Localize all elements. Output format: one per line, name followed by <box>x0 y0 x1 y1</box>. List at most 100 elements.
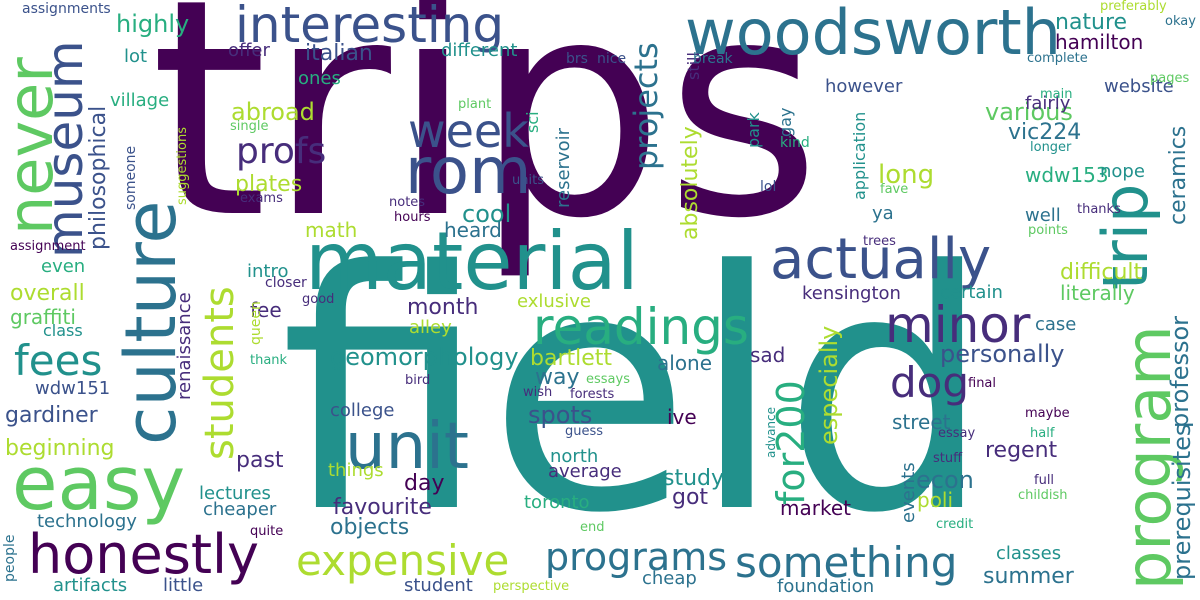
word-however: however <box>825 78 902 96</box>
word-literally: literally <box>1060 283 1135 303</box>
word-hours: hours <box>394 211 431 224</box>
word-pages: pages <box>1150 72 1189 85</box>
word-single: single <box>230 120 269 133</box>
word-ive: ive <box>667 407 697 427</box>
word-classes: classes <box>996 545 1061 563</box>
word-thanks: thanks <box>1077 203 1121 216</box>
word-objects: objects <box>330 517 409 539</box>
word-poli: poli <box>917 490 953 510</box>
word-longer: longer <box>1030 141 1071 154</box>
word-preferably: preferably <box>1100 0 1167 13</box>
word-day: day <box>404 473 444 495</box>
word-heard: heard <box>444 220 502 240</box>
word-wish: wish <box>523 386 552 399</box>
word-points: points <box>1028 224 1068 237</box>
word-museum: museum <box>40 40 90 258</box>
word-plant: plant <box>458 98 491 111</box>
word-foundation: foundation <box>777 578 874 596</box>
word-offer: offer <box>228 42 270 60</box>
word-essays: essays <box>586 373 630 386</box>
word-even: even <box>41 258 85 276</box>
word-hamilton: hamilton <box>1055 32 1143 52</box>
word-assignments: assignments <box>22 2 111 16</box>
word-people: people <box>3 535 17 582</box>
word-trees: trees <box>863 235 896 248</box>
word-exams: exams <box>240 192 283 205</box>
word-wdw151: wdw151 <box>35 380 110 398</box>
word-month: month <box>407 297 478 319</box>
word-complete: complete <box>1027 52 1088 65</box>
word-things: things <box>328 462 384 480</box>
word-lot: lot <box>124 48 147 66</box>
word-nature: nature <box>1055 12 1127 34</box>
word-kensington: kensington <box>802 285 901 303</box>
word-full: full <box>1034 474 1054 487</box>
word-village: village <box>110 92 169 110</box>
word-summer: summer <box>983 566 1074 588</box>
word-someone: someone <box>124 146 138 210</box>
word-fave: fave <box>880 183 908 196</box>
word-half: half <box>1030 427 1054 440</box>
word-kind: kind <box>780 136 810 150</box>
word-forests: forests <box>570 388 614 401</box>
word-final: final <box>968 377 996 390</box>
word-market: market <box>780 498 851 518</box>
word-average: average <box>548 463 622 481</box>
word-maybe: maybe <box>1025 407 1070 420</box>
word-reservoir: reservoir <box>555 128 573 208</box>
word-stuff: stuff <box>933 452 962 465</box>
word-class: class <box>43 323 83 339</box>
word-personally: personally <box>940 342 1065 366</box>
word-absolutely: absolutely <box>680 126 702 240</box>
word-little: little <box>163 577 203 595</box>
word-woodsworth: woodsworth <box>685 2 1061 64</box>
word-nope: nope <box>1100 163 1145 181</box>
word-student: student <box>404 577 473 595</box>
word-nice: nice <box>597 52 626 66</box>
word-expensive: expensive <box>296 540 509 582</box>
word-ones: ones <box>298 70 341 88</box>
word-break: break <box>693 52 733 66</box>
word-programs: programs <box>545 538 727 576</box>
word-application: application <box>852 112 868 200</box>
word-prerequisites: prerequisites <box>1170 424 1194 580</box>
word-alley: alley <box>409 319 452 337</box>
word-students: students <box>200 286 240 460</box>
word-regent: regent <box>985 440 1057 462</box>
word-honestly: honestly <box>28 528 259 582</box>
word-dog: dog <box>890 362 969 404</box>
word-philosophical: philosophical <box>88 106 110 250</box>
word-suggestions: suggestions <box>176 127 189 205</box>
word-past: past <box>236 450 284 472</box>
word-credit: credit <box>936 518 973 531</box>
word-thank: thank <box>250 354 287 367</box>
word-ceramics: ceramics <box>1168 126 1190 225</box>
word-brs: brs <box>566 52 588 66</box>
word-good: good <box>302 293 334 306</box>
word-quite: quite <box>250 525 283 538</box>
word-cheaper: cheaper <box>203 501 276 519</box>
word-exlusive: exlusive <box>517 293 591 311</box>
word-week: week <box>408 108 529 154</box>
word-technology: technology <box>37 513 137 531</box>
word-certain: certain <box>940 284 1003 302</box>
word-bird: bird <box>405 374 430 387</box>
word-main: main <box>1040 88 1072 101</box>
word-got: got <box>672 487 708 509</box>
word-ya: ya <box>872 205 894 223</box>
word-advance: advance <box>765 407 777 458</box>
word-alone: alone <box>657 353 712 373</box>
word-professor: professor <box>1168 316 1192 428</box>
word-case: case <box>1035 316 1076 334</box>
word-overall: overall <box>10 283 85 305</box>
word-assignment: assignment <box>10 240 86 253</box>
word-beginning: beginning <box>5 438 114 460</box>
word-college: college <box>330 402 395 420</box>
word-childish: childish <box>1018 489 1068 502</box>
word-sad: sad <box>750 345 785 365</box>
word-notes: notes <box>389 196 425 209</box>
word-profs: profs <box>236 134 326 170</box>
word-perspective: perspective <box>493 580 569 593</box>
word-gardiner: gardiner <box>5 405 98 427</box>
